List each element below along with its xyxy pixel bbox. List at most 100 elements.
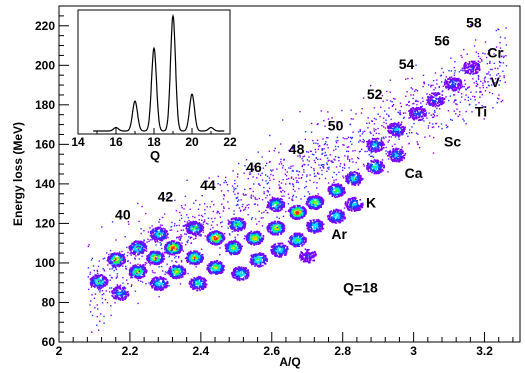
scatter-point: [142, 249, 144, 251]
scatter-point: [239, 279, 241, 282]
scatter-point: [244, 268, 246, 271]
scatter-point: [129, 267, 132, 269]
scatter-point: [292, 241, 295, 244]
scatter-point: [319, 201, 322, 203]
scatter-point: [233, 267, 236, 270]
scatter-point: [218, 264, 220, 267]
scatter-point: [219, 261, 222, 264]
scatter-point: [314, 194, 317, 197]
scatter-point: [311, 198, 313, 200]
scatter-point: [151, 258, 154, 260]
scatter-point: [267, 201, 269, 203]
scatter-point: [297, 205, 299, 208]
scatter-point: [254, 242, 257, 244]
scatter-point: [254, 236, 257, 238]
scatter-point: [119, 299, 122, 301]
scatter-point: [259, 265, 261, 268]
scatter-point: [164, 229, 167, 232]
scatter-point: [166, 247, 169, 250]
scatter-point: [297, 232, 299, 235]
scatter-point: [231, 244, 234, 247]
scatter-point: [107, 260, 110, 262]
scatter-point: [161, 237, 163, 239]
scatter-point: [145, 257, 148, 260]
scatter-point: [105, 281, 107, 283]
scatter-point: [166, 242, 169, 244]
scatter-point: [198, 229, 201, 232]
scatter-point: [270, 206, 272, 208]
scatter-point: [313, 200, 315, 203]
scatter-point: [271, 224, 273, 226]
scatter-point: [264, 256, 267, 258]
scatter-point: [141, 247, 144, 249]
scatter-point: [247, 272, 249, 275]
scatter-point: [278, 252, 280, 254]
scatter-point: [272, 204, 274, 206]
scatter-point: [192, 254, 194, 257]
scatter-point: [140, 271, 143, 273]
scatter-point: [284, 244, 287, 247]
scatter-point: [191, 224, 193, 226]
scatter-point: [193, 257, 195, 260]
scatter-point: [259, 261, 262, 263]
scatter-point: [200, 280, 202, 282]
scatter-point: [169, 249, 171, 252]
scatter-point: [186, 253, 189, 255]
scatter-point: [209, 240, 211, 243]
scatter-point: [277, 201, 280, 204]
scatter-point: [292, 217, 294, 220]
scatter-point: [298, 234, 300, 236]
scatter-point: [209, 267, 211, 269]
scatter-point: [277, 255, 279, 258]
scatter-point: [233, 269, 236, 272]
scatter-point: [254, 265, 256, 267]
scatter-point: [132, 243, 135, 245]
scatter-point: [234, 249, 237, 252]
scatter-point: [97, 274, 99, 277]
scatter-point: [177, 268, 179, 271]
scatter-point: [307, 204, 310, 207]
scatter-point: [295, 235, 298, 238]
scatter-point: [118, 258, 121, 260]
scatter-point: [204, 284, 207, 287]
scatter-point: [171, 251, 174, 253]
scatter-point: [121, 295, 124, 298]
scatter-point: [240, 271, 242, 274]
scatter-point: [303, 238, 306, 241]
scatter-point: [96, 287, 99, 289]
scatter-point: [220, 262, 223, 264]
scatter-point: [197, 280, 200, 282]
scatter-point: [155, 229, 158, 231]
scatter-point: [218, 267, 221, 270]
scatter-point: [158, 235, 160, 237]
scatter-point: [214, 230, 217, 233]
scatter-point: [172, 245, 174, 247]
scatter-point: [227, 250, 230, 252]
scatter-point: [162, 230, 165, 233]
scatter-point: [303, 213, 306, 216]
scatter-point: [299, 210, 302, 213]
scatter-point: [234, 221, 237, 223]
scatter-point: [158, 253, 160, 255]
scatter-point: [256, 256, 259, 258]
scatter-point: [303, 211, 306, 214]
scatter-point: [191, 263, 194, 265]
scatter-point: [204, 278, 206, 281]
scatter-point: [163, 234, 165, 236]
cluster-16: [227, 217, 247, 232]
scatter-point: [151, 281, 153, 284]
scatter-point: [275, 232, 278, 235]
scatter-point: [221, 267, 224, 270]
scatter-point: [321, 228, 323, 231]
scatter-point: [187, 257, 189, 259]
scatter-point: [177, 246, 180, 249]
scatter-point: [278, 200, 280, 202]
scatter-point: [112, 259, 115, 261]
scatter-point: [228, 223, 230, 225]
scatter-point: [296, 214, 298, 216]
scatter-point: [236, 273, 239, 276]
scatter-point: [191, 233, 194, 236]
scatter-point: [228, 248, 231, 251]
scatter-point: [211, 262, 214, 265]
scatter-point: [272, 201, 275, 204]
